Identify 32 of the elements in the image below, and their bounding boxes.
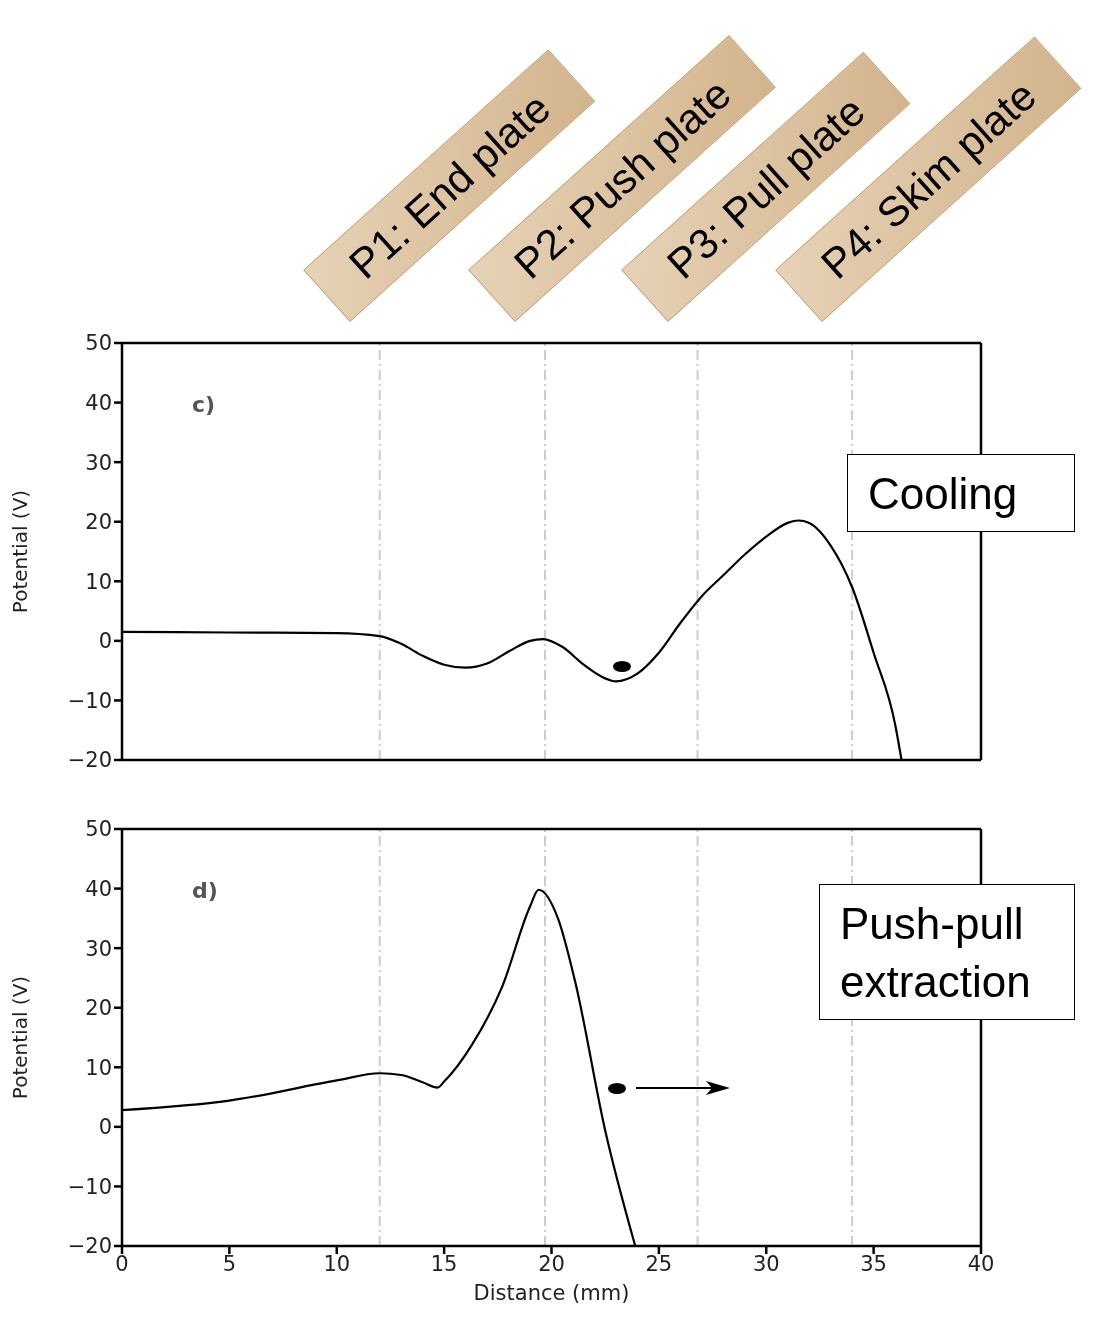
y-tick-label: 50 xyxy=(85,331,112,356)
x-tick-label: 35 xyxy=(860,1251,887,1276)
y-tick-label: 0 xyxy=(98,1115,112,1140)
y-tick-label: 20 xyxy=(85,510,112,535)
x-tick-label: 30 xyxy=(752,1251,780,1276)
x-tick-label: 10 xyxy=(323,1251,351,1276)
annotation: Cooling xyxy=(847,454,1075,532)
y-tick-label: 20 xyxy=(85,996,112,1021)
y-tick-label: −20 xyxy=(67,748,112,773)
y-tick-label: 10 xyxy=(85,1055,112,1080)
x-tick-label: 40 xyxy=(967,1251,995,1276)
y-tick-label: 10 xyxy=(85,569,112,594)
y-axis-title: Potential (V) xyxy=(8,975,33,1100)
annotation: d) xyxy=(192,878,218,903)
y-axis-title: Potential (V) xyxy=(8,489,33,614)
y-tick-label: 0 xyxy=(98,629,112,654)
x-tick-label: 0 xyxy=(115,1251,129,1276)
y-tick-label: 50 xyxy=(85,817,112,842)
x-tick-label: 5 xyxy=(222,1251,237,1276)
y-tick-label: 30 xyxy=(85,450,112,475)
x-tick-label: 20 xyxy=(538,1251,565,1276)
y-tick-label: −10 xyxy=(67,688,112,713)
x-tick-label: 25 xyxy=(645,1251,673,1276)
y-tick-label: 40 xyxy=(85,877,112,902)
y-tick-label: 30 xyxy=(85,936,112,961)
y-tick-label: −20 xyxy=(67,1234,112,1259)
x-tick-label: 15 xyxy=(430,1251,458,1276)
y-tick-label: −10 xyxy=(67,1174,112,1199)
y-tick-label: 40 xyxy=(85,391,112,416)
annotation: c) xyxy=(192,392,216,417)
x-axis-title: Distance (mm) xyxy=(473,1281,630,1305)
annotation: Push-pull extraction xyxy=(819,884,1075,1020)
